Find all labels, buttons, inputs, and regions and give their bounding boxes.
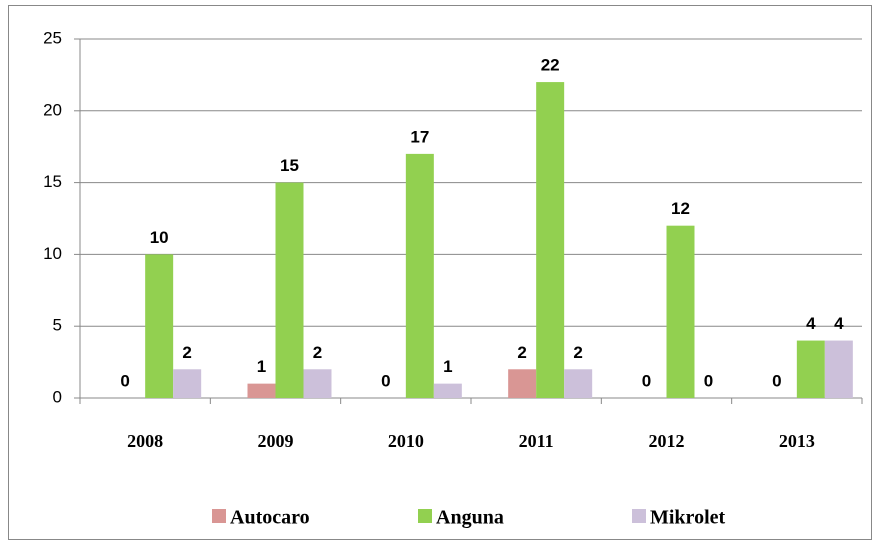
bar	[508, 369, 537, 398]
data-label: 17	[410, 127, 429, 146]
data-label: 1	[257, 357, 266, 376]
data-label: 2	[313, 343, 322, 362]
x-tick-label: 2010	[388, 431, 424, 451]
bar	[145, 254, 174, 398]
x-tick-label: 2011	[519, 431, 554, 451]
y-tick-label: 25	[43, 28, 62, 47]
data-label: 0	[120, 371, 129, 390]
data-label: 2	[517, 343, 526, 362]
data-label: 4	[834, 314, 844, 333]
y-tick-label: 0	[53, 387, 62, 406]
data-label: 15	[280, 156, 299, 175]
bar	[173, 369, 202, 398]
data-label: 4	[806, 314, 816, 333]
data-label: 10	[150, 228, 169, 247]
legend-label: Autocaro	[230, 507, 310, 529]
bar	[275, 182, 304, 398]
bar	[536, 82, 565, 398]
legend-swatch	[632, 509, 646, 523]
legend-swatch	[418, 509, 432, 523]
bar	[405, 153, 434, 398]
y-tick-label: 20	[43, 100, 62, 119]
x-tick-label: 2012	[649, 431, 685, 451]
data-label: 1	[443, 357, 452, 376]
chart-border	[8, 5, 872, 540]
legend-label: Mikrolet	[650, 507, 726, 529]
y-tick-label: 5	[53, 316, 62, 335]
bar	[247, 383, 276, 398]
bar	[666, 225, 695, 398]
data-label: 0	[381, 371, 390, 390]
bar	[824, 340, 853, 398]
x-tick-label: 2013	[779, 431, 815, 451]
data-label: 22	[541, 56, 560, 75]
data-label: 0	[772, 371, 781, 390]
bar	[433, 383, 462, 398]
y-tick-label: 10	[43, 244, 62, 263]
data-label: 2	[573, 343, 582, 362]
bar	[303, 369, 332, 398]
data-label: 0	[704, 371, 713, 390]
legend-swatch	[212, 509, 226, 523]
data-label: 12	[671, 199, 690, 218]
x-tick-label: 2008	[127, 431, 163, 451]
data-label: 2	[182, 343, 191, 362]
x-tick-label: 2009	[258, 431, 294, 451]
y-tick-label: 15	[43, 172, 62, 191]
legend-label: Anguna	[436, 507, 504, 529]
bar	[796, 340, 825, 398]
bar	[564, 369, 593, 398]
data-label: 0	[642, 371, 651, 390]
